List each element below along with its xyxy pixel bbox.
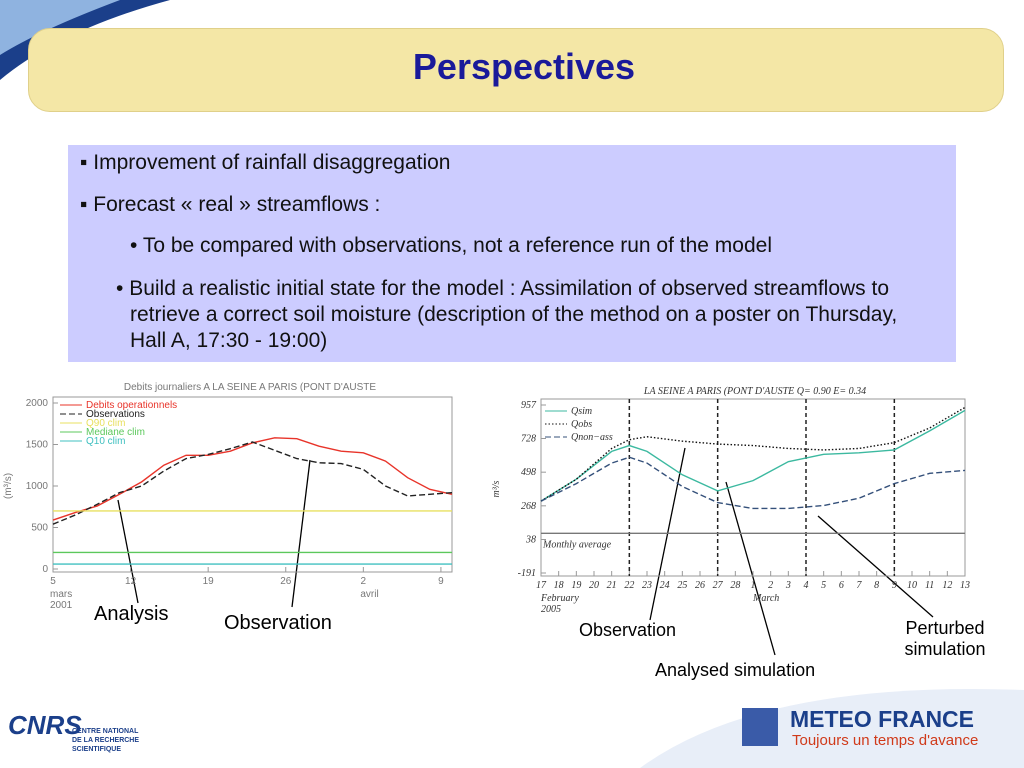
x-tick-label: 4 <box>804 580 809 591</box>
month-label: February <box>540 593 579 604</box>
x-tick-label: 27 <box>713 580 724 591</box>
x-tick-label: 9 <box>892 580 897 591</box>
legend-label: Qsim <box>571 406 592 417</box>
year-label: 2005 <box>541 604 561 615</box>
title-bar <box>28 28 1004 112</box>
series-line <box>52 437 453 521</box>
legend-label: Mediane clim <box>86 427 145 438</box>
x-tick-label: 7 <box>857 580 863 591</box>
legend-label: Q90 clim <box>86 418 125 429</box>
month-label: March <box>752 593 779 604</box>
legend-label: Debits operationnels <box>86 400 177 411</box>
annotation: Observation <box>224 612 332 634</box>
sub-bullet: To be compared with observations, not a … <box>130 233 930 259</box>
x-tick-label: 21 <box>607 580 617 591</box>
meteo-tagline: Toujours un temps d'avance <box>792 732 979 749</box>
text: SCIENTIFIQUE <box>72 746 122 753</box>
annotation: Observation <box>579 620 677 640</box>
meteo-logo: METEO FRANCE <box>790 706 974 732</box>
annotation: Analysed simulation <box>655 660 816 680</box>
bullet: Improvement of rainfall disaggregation <box>80 151 450 175</box>
y-axis-label: (m³/s) <box>3 473 14 499</box>
bullet: Forecast « real » streamflows : <box>80 193 380 217</box>
month-label: avril <box>360 589 378 600</box>
year-label: 2001 <box>50 600 73 611</box>
series-line <box>540 409 966 502</box>
x-tick-label: 17 <box>536 580 547 591</box>
plot-frame <box>52 396 453 573</box>
x-tick-label: 8 <box>874 580 879 591</box>
text: CENTRE NATIONAL <box>72 728 139 735</box>
month-label: mars <box>50 589 72 600</box>
x-tick-label: 12 <box>125 576 137 587</box>
x-tick-label: 26 <box>280 576 292 587</box>
x-tick-label: 2 <box>361 576 367 587</box>
y-tick-label: 1500 <box>26 440 49 451</box>
annotation: Perturbed simulation <box>904 618 986 659</box>
text: DE LA RECHERCHE <box>72 737 140 744</box>
cnrs-name: CENTRE NATIONAL DE LA RECHERCHE SCIENTIFIQ… <box>72 727 139 754</box>
y-tick-label: 957 <box>521 400 537 411</box>
bullet-box: Improvement of rainfall disaggregation F… <box>68 145 956 362</box>
x-tick-label: 6 <box>839 580 844 591</box>
legend-label: Qnon−ass <box>571 432 613 443</box>
x-tick-label: 10 <box>907 580 917 591</box>
series-line <box>540 406 966 502</box>
x-tick-label: 25 <box>677 580 687 591</box>
y-tick-label: 0 <box>42 564 48 575</box>
annotation: Analysis <box>94 603 169 625</box>
x-tick-label: 9 <box>438 576 444 587</box>
sub-bullet: Build a realistic initial state for the … <box>129 276 930 354</box>
x-tick-label: 26 <box>695 580 705 591</box>
chart-title: LA SEINE A PARIS (PONT D'AUSTE Q= 0.90 E… <box>643 386 866 397</box>
footer-deco <box>640 688 1024 768</box>
x-tick-label: 22 <box>624 580 634 591</box>
series-line <box>52 441 453 525</box>
corner-deco <box>0 0 120 55</box>
y-tick-label: 2000 <box>26 398 49 409</box>
x-tick-label: 28 <box>730 580 740 591</box>
x-tick-label: 5 <box>50 576 56 587</box>
x-tick-label: 20 <box>589 580 599 591</box>
x-tick-label: 2 <box>768 580 773 591</box>
chart: Debits journaliers A LA SEINE A PARIS (P… <box>3 382 453 611</box>
x-tick-label: 1 <box>751 580 756 591</box>
legend-label: Qobs <box>571 419 592 430</box>
cnrs-logo: CNRS <box>8 710 82 740</box>
x-tick-label: 19 <box>571 580 581 591</box>
x-tick-label: 23 <box>642 580 652 591</box>
x-tick-label: 11 <box>925 580 934 591</box>
x-tick-label: 3 <box>785 580 791 591</box>
x-tick-label: 13 <box>960 580 970 591</box>
y-axis-label: m³/s <box>491 480 502 497</box>
x-tick-label: 5 <box>821 580 826 591</box>
y-tick-label: -191 <box>518 568 536 579</box>
legend-label: Monthly average <box>542 539 612 550</box>
meteo-icon <box>742 708 778 746</box>
y-tick-label: 268 <box>521 501 536 512</box>
x-tick-label: 18 <box>554 580 564 591</box>
x-tick-label: 12 <box>942 580 952 591</box>
y-tick-label: 498 <box>521 467 536 478</box>
y-tick-label: 38 <box>525 534 536 545</box>
legend-label: Q10 clim <box>86 436 125 447</box>
y-tick-label: 728 <box>521 434 536 445</box>
chart-title: Debits journaliers A LA SEINE A PARIS (P… <box>124 382 377 393</box>
legend-label: Observations <box>86 409 145 420</box>
series-line <box>540 456 966 510</box>
x-tick-label: 19 <box>203 576 215 587</box>
y-tick-label: 500 <box>31 523 48 534</box>
x-tick-label: 24 <box>660 580 670 591</box>
y-tick-label: 1000 <box>26 481 49 492</box>
chart: LA SEINE A PARIS (PONT D'AUSTE Q= 0.90 E… <box>491 386 970 615</box>
slide-title: Perspectives <box>412 46 636 87</box>
